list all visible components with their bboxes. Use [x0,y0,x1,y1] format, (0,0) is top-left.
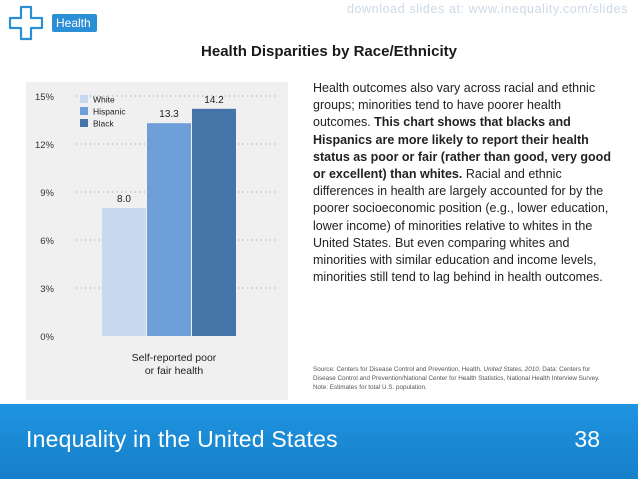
bar-chart: 0% 3% 6% 9% 12% 15% 8.0 13.3 14.2 White Hispanic Bl… [35,92,276,377]
bar-white [102,208,146,336]
y-tick-label: 6% [40,236,54,247]
legend-label-hispanic: Hispanic [93,107,126,117]
x-category-label: Self-reported poor [132,352,217,364]
description-intro: Health outcomes also vary across racial … [313,81,596,130]
source-italic: United States, 2010 [483,366,539,373]
description-highlight: This chart shows that blacks and Hispani… [313,115,611,182]
y-tick-label: 0% [40,332,54,343]
footer-bar: Inequality in the United States 38 [0,404,638,479]
medical-cross-icon [8,5,44,41]
description-text: Health outcomes also vary across racial … [313,80,613,286]
slide-title-row: Health Disparities by Race/Ethnicity [0,43,638,60]
download-slides-banner: download slides at: www.inequality.com/s… [346,2,628,16]
y-tick-label: 3% [40,284,54,295]
description-rest: Racial and ethnic differences in health … [313,167,609,285]
y-tick-label: 12% [35,140,55,151]
legend-swatch-hispanic [80,107,88,115]
slide-number: 38 [574,426,600,452]
legend-swatch-white [80,95,88,103]
bar-black [192,108,236,336]
source-note: Source: Centers for Disease Control and … [313,366,613,392]
legend-label-black: Black [93,119,115,129]
x-category-label: or fair health [145,365,204,377]
data-label-white: 8.0 [117,194,131,205]
health-section-badge: Health [8,5,97,41]
source-suffix: . Data: Centers for Disease Control and … [313,366,600,391]
bar-hispanic [147,123,191,336]
chart-panel: 0% 3% 6% 9% 12% 15% 8.0 13.3 14.2 White Hispanic Bl… [26,82,288,400]
y-tick-label: 9% [40,188,54,199]
section-label: Health [52,14,97,32]
data-label-black: 14.2 [204,95,224,106]
source-prefix: Source: Centers for Disease Control and … [313,366,484,373]
legend-swatch-black [80,119,88,127]
footer-title: Inequality in the United States [26,426,338,452]
slide-title: Health Disparities by Race/Ethnicity [201,43,457,60]
y-tick-label: 15% [35,92,55,103]
legend-label-white: White [93,95,115,105]
data-label-hispanic: 13.3 [159,109,179,120]
